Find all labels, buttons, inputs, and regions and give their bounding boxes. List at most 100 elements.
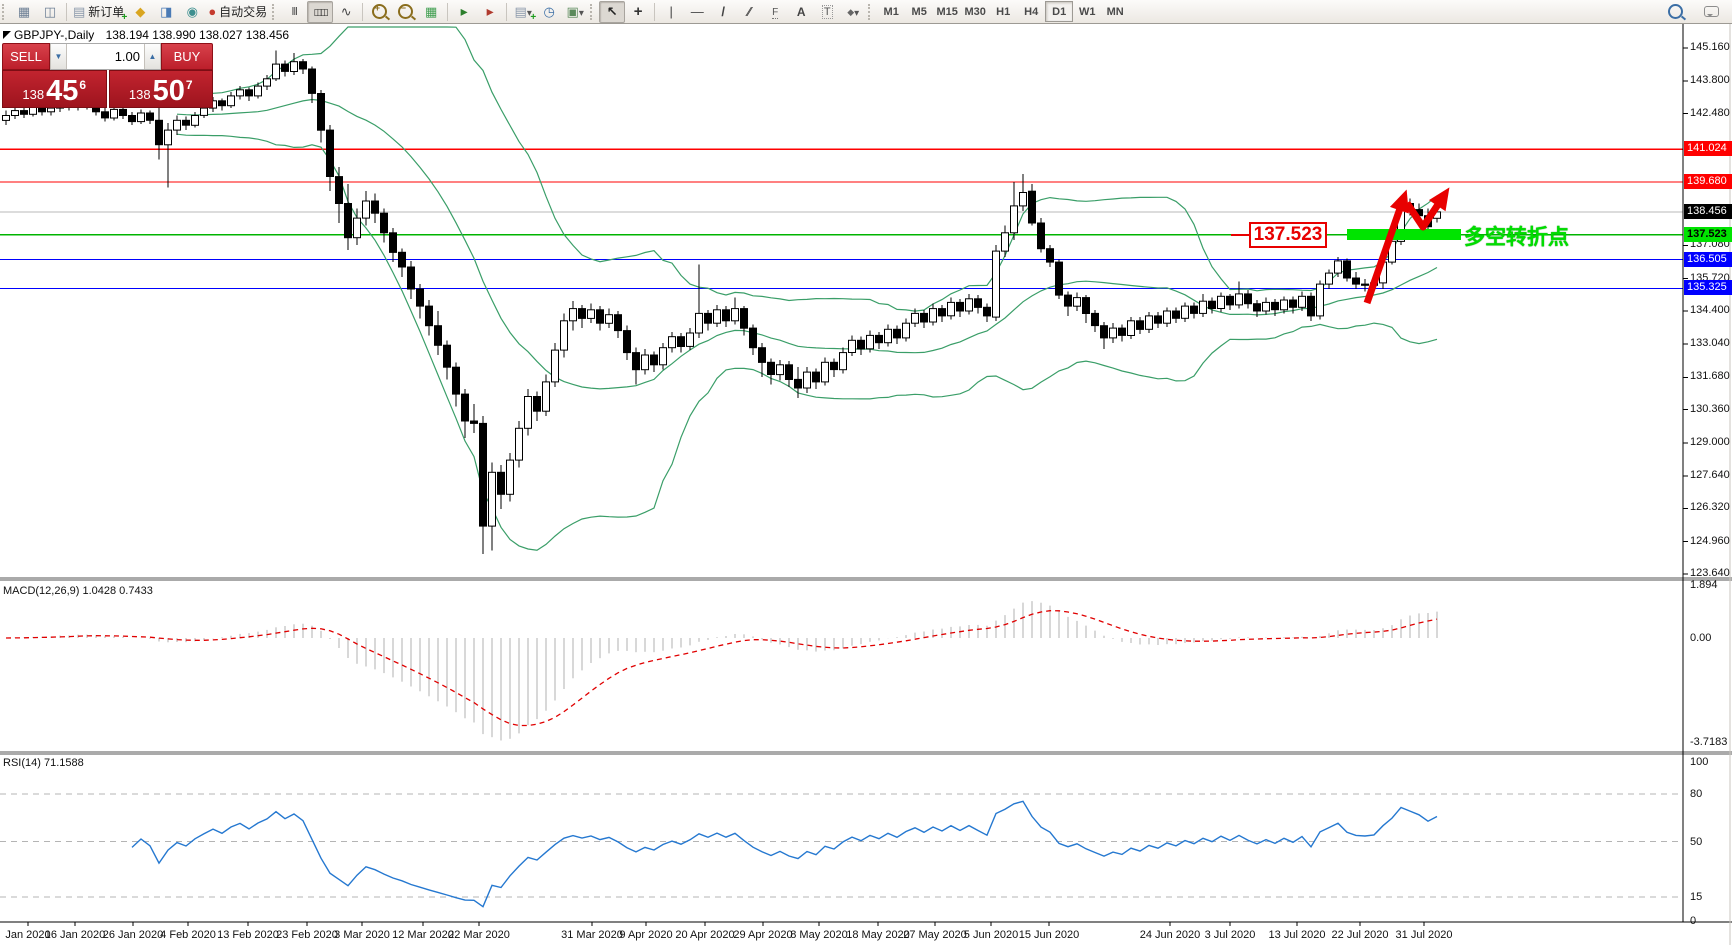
trend-arrow-zigzag[interactable] <box>1404 187 1450 231</box>
candle[interactable] <box>1136 320 1144 330</box>
templates-button[interactable] <box>562 1 588 23</box>
candle[interactable] <box>1127 320 1135 336</box>
candle[interactable] <box>812 371 820 383</box>
candle[interactable] <box>1316 283 1324 317</box>
shapes-button[interactable] <box>840 1 866 23</box>
candle[interactable] <box>281 63 289 72</box>
candle[interactable] <box>443 344 451 368</box>
cursor-button[interactable] <box>599 0 626 23</box>
volume-increase-button[interactable]: ▲ <box>144 44 161 69</box>
line-chart-button[interactable] <box>333 1 359 23</box>
candle[interactable] <box>1082 297 1090 315</box>
candle[interactable] <box>1280 299 1288 311</box>
candle[interactable] <box>335 176 343 205</box>
candle[interactable] <box>1325 272 1333 285</box>
candle[interactable] <box>317 93 325 131</box>
candle[interactable] <box>164 129 172 146</box>
sell-button[interactable]: SELL <box>2 43 50 70</box>
timeframe-m1[interactable]: M1 <box>883 5 899 18</box>
candle[interactable] <box>290 61 298 73</box>
candle[interactable] <box>362 200 370 219</box>
candle[interactable] <box>353 217 361 239</box>
candle[interactable] <box>1010 205 1018 234</box>
candle[interactable] <box>596 309 604 324</box>
candle[interactable] <box>434 325 442 346</box>
chart-window-button[interactable] <box>11 1 37 23</box>
candle[interactable] <box>893 328 901 339</box>
candle[interactable] <box>992 250 1000 318</box>
data-window-button[interactable] <box>153 1 179 23</box>
candle[interactable] <box>119 108 127 117</box>
candle[interactable] <box>776 364 784 376</box>
candle[interactable] <box>542 381 550 412</box>
candle[interactable] <box>524 396 532 429</box>
candle[interactable] <box>1001 232 1009 252</box>
candle[interactable] <box>578 308 586 319</box>
candle[interactable] <box>1109 327 1117 339</box>
search-button[interactable] <box>1662 1 1688 23</box>
candle[interactable] <box>884 328 892 344</box>
candle[interactable] <box>713 309 721 324</box>
candle[interactable] <box>245 89 253 97</box>
channel-button[interactable] <box>736 1 762 23</box>
timeframe-m15[interactable]: M15 <box>936 5 958 18</box>
candle[interactable] <box>1073 297 1081 307</box>
zoom-in-button[interactable]: + <box>366 1 392 23</box>
candle[interactable] <box>1361 283 1369 286</box>
candle[interactable] <box>632 352 640 371</box>
candle[interactable] <box>605 314 613 324</box>
candle[interactable] <box>839 352 847 371</box>
candle[interactable] <box>1271 301 1279 311</box>
candle[interactable] <box>848 339 856 353</box>
candle[interactable] <box>695 312 703 334</box>
turning-point-note[interactable]: 多空转折点 <box>1464 226 1569 249</box>
one-click-collapse-arrow[interactable] <box>3 31 11 39</box>
candle[interactable] <box>218 100 226 107</box>
candle[interactable] <box>182 119 190 126</box>
candle[interactable] <box>416 288 424 307</box>
sell-price-display[interactable]: 138 45 6 <box>2 70 107 108</box>
candle[interactable] <box>947 301 955 317</box>
level-price-callout[interactable]: 137.523 <box>1249 222 1327 248</box>
zoom-out-button[interactable]: − <box>392 1 418 23</box>
candle[interactable] <box>983 306 991 317</box>
candle[interactable] <box>11 110 19 116</box>
candle[interactable] <box>1181 305 1189 319</box>
candlestick-chart-button[interactable] <box>307 0 334 23</box>
candle[interactable] <box>1334 260 1342 274</box>
candle[interactable] <box>785 364 793 380</box>
candle[interactable] <box>794 378 802 389</box>
candle[interactable] <box>344 203 352 239</box>
support-zone-bar[interactable] <box>1347 229 1461 240</box>
candle[interactable] <box>1289 299 1297 308</box>
candle[interactable] <box>560 320 568 351</box>
autotrading-button[interactable]: 自动交易 <box>205 1 270 23</box>
candle[interactable] <box>866 334 874 350</box>
candle[interactable] <box>1154 315 1162 324</box>
candle[interactable] <box>686 332 694 347</box>
candle[interactable] <box>470 420 478 424</box>
horizontal-line-button[interactable] <box>684 1 710 23</box>
candle[interactable] <box>614 314 622 332</box>
candle[interactable] <box>299 61 307 70</box>
candle[interactable] <box>929 308 937 323</box>
candle[interactable] <box>533 396 541 412</box>
candle[interactable] <box>1217 295 1225 309</box>
candle[interactable] <box>389 232 397 253</box>
candle[interactable] <box>1262 301 1270 312</box>
candle[interactable] <box>1064 294 1072 307</box>
candle[interactable] <box>191 115 199 126</box>
candle[interactable] <box>1091 312 1099 327</box>
candle[interactable] <box>911 312 919 324</box>
volume-decrease-button[interactable]: ▼ <box>50 44 67 69</box>
candle[interactable] <box>821 361 829 383</box>
candle[interactable] <box>1343 260 1351 279</box>
chart-shift-button[interactable] <box>477 1 503 23</box>
vertical-line-button[interactable] <box>658 1 684 23</box>
candle[interactable] <box>1019 192 1027 207</box>
candle[interactable] <box>551 349 559 383</box>
candle[interactable] <box>1100 325 1108 339</box>
new-order-button[interactable]: + 新订单 <box>70 1 127 23</box>
candle[interactable] <box>740 308 748 329</box>
